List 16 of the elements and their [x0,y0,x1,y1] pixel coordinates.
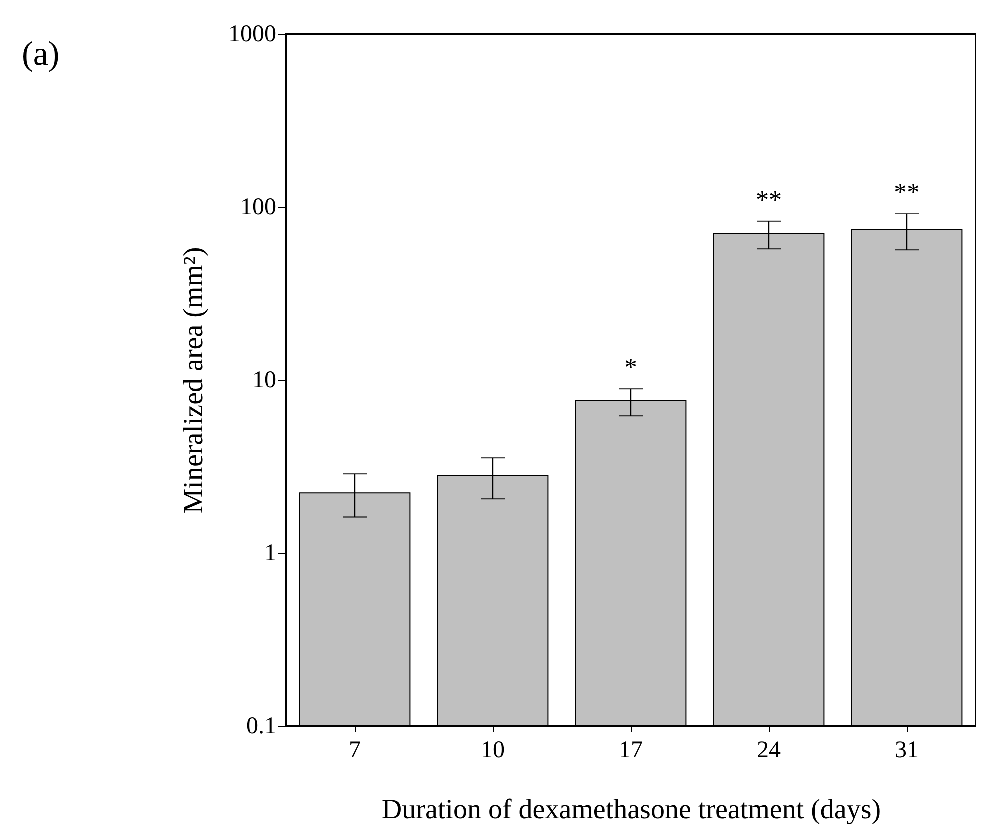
x-axis-title: Duration of dexamethasone treatment (days) [382,794,882,826]
x-tick-label: 10 [481,738,505,764]
y-tick-label: 1000 [228,22,276,48]
annotation: * [624,353,638,382]
y-axis-title: Mineralized area (mm²) [178,247,210,514]
y-tick-label: 0.1 [246,714,276,740]
x-tick-label: 17 [619,738,643,764]
x-tick-label: 24 [757,738,781,764]
y-tick-label: 10 [252,368,276,394]
panel-label: (a) [22,36,60,74]
y-tick-label: 100 [240,194,276,220]
annotation: ** [894,178,920,207]
annotation: ** [756,185,782,214]
x-tick-label: 31 [895,738,919,764]
x-tick-label: 7 [349,738,361,764]
y-tick-label: 1 [264,540,276,566]
